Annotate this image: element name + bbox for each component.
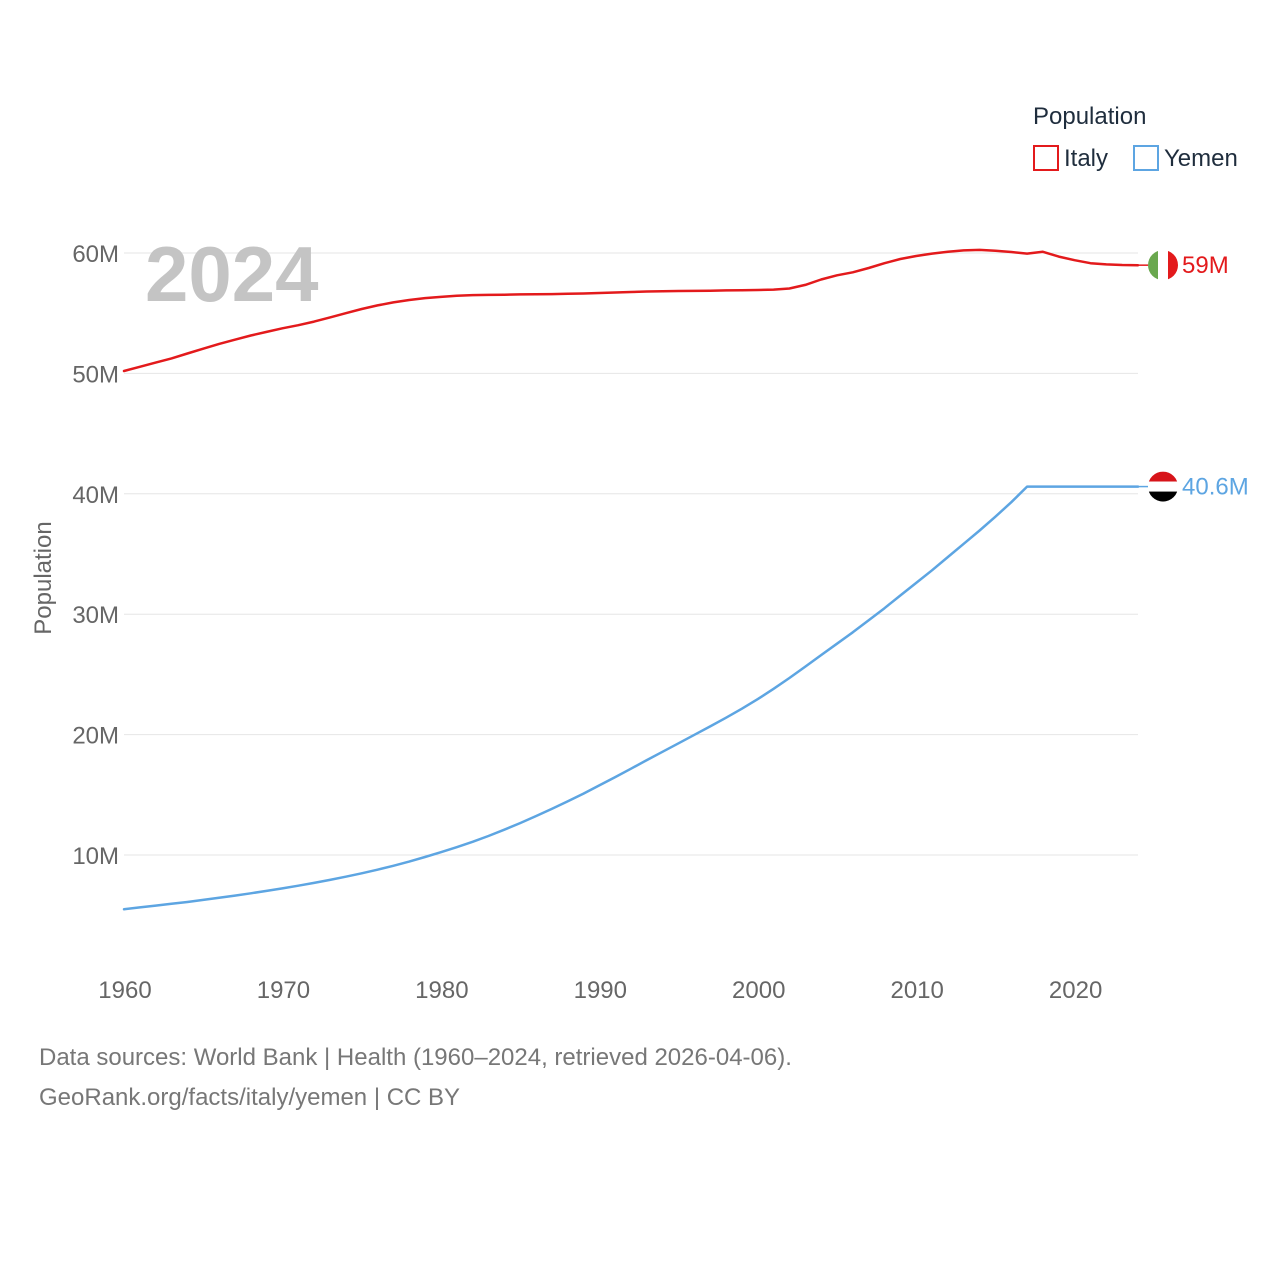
series-lines — [122, 248, 1140, 911]
series-line-italy[interactable] — [122, 248, 1140, 373]
footer-sources: Data sources: World Bank | Health (1960–… — [39, 1044, 792, 1071]
x-tick-label: 1970 — [257, 977, 310, 1004]
legend-item-italy[interactable]: Italy — [1033, 145, 1108, 172]
x-axis-ticks: 1960 1970 1980 1990 2000 2010 2020 — [98, 977, 1102, 1004]
legend-swatch-italy — [1033, 145, 1059, 171]
yemen-flag-icon — [1148, 471, 1178, 502]
x-tick-label: 2000 — [732, 977, 785, 1004]
legend-label-italy: Italy — [1064, 145, 1108, 172]
population-chart: 10M 20M 30M 40M 50M 60M 1960 1970 1980 1990 2000 2… — [30, 103, 1249, 1004]
footer-credit: GeoRank.org/facts/italy/yemen | CC BY — [39, 1084, 461, 1111]
legend: Population Italy Yemen — [1033, 103, 1238, 172]
x-tick-label: 2020 — [1049, 977, 1102, 1004]
legend-swatch-yemen — [1133, 145, 1159, 171]
y-tick-label: 40M — [72, 482, 119, 509]
x-tick-label: 1960 — [98, 977, 151, 1004]
series-end-markers: 59M 40.6M — [1138, 250, 1249, 502]
x-tick-label: 1990 — [574, 977, 627, 1004]
legend-label-yemen: Yemen — [1164, 145, 1238, 172]
legend-title: Population — [1033, 103, 1146, 130]
y-axis-ticks: 10M 20M 30M 40M 50M 60M — [72, 241, 119, 870]
legend-item-yemen[interactable]: Yemen — [1133, 145, 1238, 172]
y-axis-label: Population — [30, 521, 57, 634]
x-tick-label: 1980 — [415, 977, 468, 1004]
gridlines — [124, 252, 1138, 856]
y-tick-label: 50M — [72, 361, 119, 388]
y-tick-label: 10M — [72, 843, 119, 870]
end-value-label-italy: 59M — [1182, 252, 1229, 279]
series-line-yemen[interactable] — [122, 485, 1140, 911]
y-tick-label: 60M — [72, 241, 119, 268]
end-value-label-yemen: 40.6M — [1182, 474, 1249, 501]
y-tick-label: 20M — [72, 723, 119, 750]
year-label: 2024 — [145, 230, 319, 318]
x-tick-label: 2010 — [890, 977, 943, 1004]
y-tick-label: 30M — [72, 602, 119, 629]
italy-flag-icon — [1148, 250, 1178, 281]
